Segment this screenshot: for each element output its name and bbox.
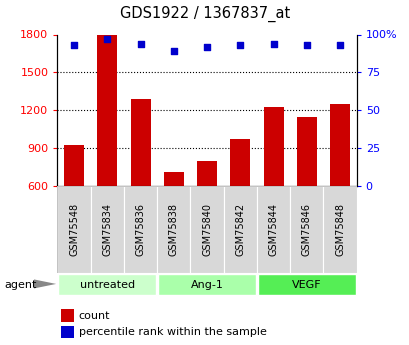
Point [336, 42, 342, 48]
Text: GSM75846: GSM75846 [301, 203, 311, 256]
Text: Ang-1: Ang-1 [190, 280, 223, 289]
Bar [157, 186, 190, 273]
Point [71, 42, 77, 48]
Text: GSM75844: GSM75844 [268, 203, 278, 256]
Text: GSM75548: GSM75548 [69, 203, 79, 256]
Bar [263, 107, 283, 186]
Text: GSM75842: GSM75842 [235, 203, 245, 256]
Point [104, 36, 110, 42]
Point [170, 48, 177, 54]
Bar [296, 117, 316, 186]
Bar [124, 186, 157, 273]
Bar [290, 186, 323, 273]
Text: count: count [79, 311, 110, 321]
Bar [158, 274, 255, 295]
Bar [130, 99, 150, 186]
Text: GDS1922 / 1367837_at: GDS1922 / 1367837_at [119, 6, 290, 22]
Point [203, 44, 210, 49]
Bar [164, 172, 183, 186]
Point [236, 42, 243, 48]
Text: GSM75848: GSM75848 [334, 203, 344, 256]
Text: percentile rank within the sample: percentile rank within the sample [79, 327, 266, 337]
Text: GSM75838: GSM75838 [169, 203, 178, 256]
Bar [58, 274, 156, 295]
Bar [61, 326, 74, 338]
Text: GSM75840: GSM75840 [202, 203, 211, 256]
Bar [323, 186, 356, 273]
Bar [64, 145, 84, 186]
Bar [257, 274, 355, 295]
Text: untreated: untreated [79, 280, 135, 289]
Point [303, 42, 309, 48]
Bar [230, 139, 249, 186]
Bar [90, 186, 124, 273]
Bar [329, 104, 349, 186]
Bar [97, 34, 117, 186]
Bar [256, 186, 290, 273]
Point [137, 41, 144, 46]
Text: agent: agent [4, 280, 36, 289]
Text: GSM75836: GSM75836 [135, 203, 145, 256]
Polygon shape [34, 279, 56, 288]
Point [270, 41, 276, 46]
Bar [197, 161, 216, 186]
Bar [61, 309, 74, 322]
Bar [57, 186, 90, 273]
Text: GSM75834: GSM75834 [102, 203, 112, 256]
Bar [190, 186, 223, 273]
Text: VEGF: VEGF [291, 280, 321, 289]
Bar [223, 186, 256, 273]
